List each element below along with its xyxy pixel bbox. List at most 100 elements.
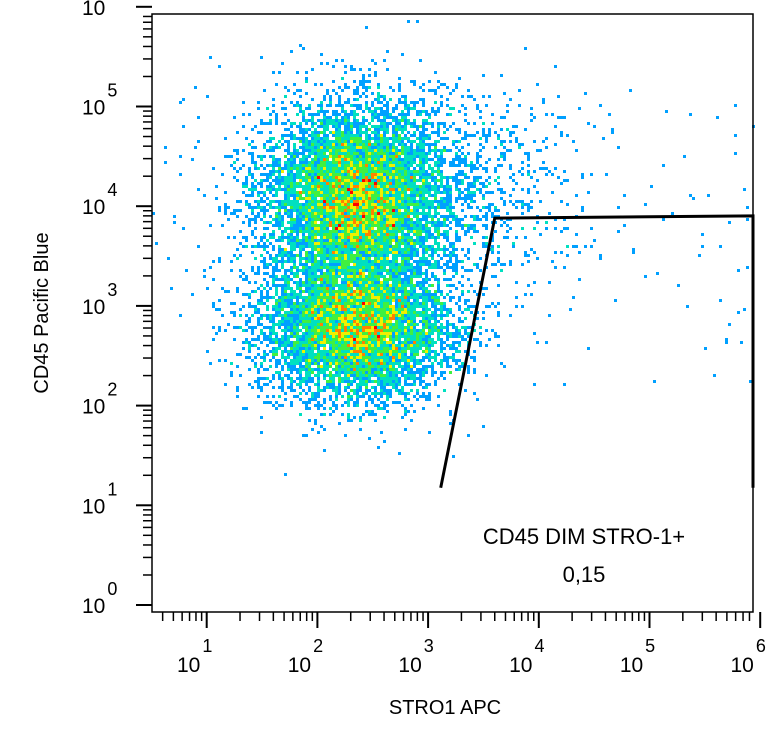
event-point [344, 86, 347, 89]
event-point [404, 314, 407, 317]
event-point [344, 233, 347, 236]
event-point [350, 176, 353, 179]
event-point [338, 194, 341, 197]
event-point [260, 260, 263, 263]
event-point [272, 173, 275, 176]
event-point [416, 143, 419, 146]
event-point [320, 173, 323, 176]
event-point [347, 98, 350, 101]
event-point [305, 119, 308, 122]
event-point [497, 245, 500, 248]
event-point [359, 143, 362, 146]
event-point [269, 200, 272, 203]
event-point [281, 203, 284, 206]
event-point [413, 155, 416, 158]
event-point [338, 113, 341, 116]
event-point [422, 83, 425, 86]
event-point [449, 332, 452, 335]
event-point [206, 287, 209, 290]
event-point [305, 224, 308, 227]
event-point [377, 224, 380, 227]
event-point [350, 287, 353, 290]
event-point [332, 221, 335, 224]
event-point [344, 197, 347, 200]
event-point [416, 329, 419, 332]
event-point [380, 212, 383, 215]
event-point [365, 188, 368, 191]
event-point [263, 335, 266, 338]
event-point [551, 191, 554, 194]
event-point [461, 179, 464, 182]
event-point [326, 227, 329, 230]
event-point [386, 182, 389, 185]
event-point [422, 296, 425, 299]
event-point [410, 218, 413, 221]
event-point [443, 332, 446, 335]
event-point [509, 149, 512, 152]
event-point [377, 239, 380, 242]
event-point [386, 317, 389, 320]
event-point [335, 233, 338, 236]
event-point [416, 224, 419, 227]
event-point [329, 254, 332, 257]
event-point [527, 209, 530, 212]
event-point [335, 113, 338, 116]
event-point [299, 242, 302, 245]
event-point [599, 104, 602, 107]
event-point [290, 212, 293, 215]
event-point [329, 329, 332, 332]
event-point [326, 173, 329, 176]
event-point [407, 218, 410, 221]
event-point [344, 119, 347, 122]
event-point [350, 311, 353, 314]
event-point [344, 212, 347, 215]
event-point [398, 206, 401, 209]
event-point [347, 116, 350, 119]
event-point [227, 290, 230, 293]
event-point [356, 155, 359, 158]
event-point [422, 248, 425, 251]
event-point [521, 203, 524, 206]
event-point [230, 212, 233, 215]
event-point [398, 269, 401, 272]
event-point [323, 314, 326, 317]
event-point [320, 266, 323, 269]
event-point [290, 287, 293, 290]
event-point [419, 293, 422, 296]
event-point [296, 254, 299, 257]
event-point [290, 233, 293, 236]
event-point [353, 305, 356, 308]
event-point [338, 221, 341, 224]
event-point [356, 299, 359, 302]
event-point [302, 320, 305, 323]
event-point [338, 275, 341, 278]
event-point [314, 149, 317, 152]
event-point [515, 296, 518, 299]
event-point [347, 134, 350, 137]
event-point [416, 113, 419, 116]
event-point [524, 47, 527, 50]
event-point [332, 164, 335, 167]
event-point [368, 122, 371, 125]
event-point [422, 140, 425, 143]
event-point [305, 323, 308, 326]
event-point [374, 266, 377, 269]
event-point [275, 188, 278, 191]
event-point [428, 137, 431, 140]
event-point [563, 227, 566, 230]
event-point [440, 164, 443, 167]
event-point [434, 275, 437, 278]
event-point [404, 167, 407, 170]
event-point [530, 176, 533, 179]
event-point [461, 227, 464, 230]
event-point [419, 185, 422, 188]
event-point [296, 155, 299, 158]
event-point [377, 179, 380, 182]
event-point [329, 293, 332, 296]
event-point [431, 245, 434, 248]
event-point [362, 287, 365, 290]
event-point [347, 137, 350, 140]
event-point [314, 209, 317, 212]
event-point [287, 260, 290, 263]
event-point [242, 185, 245, 188]
